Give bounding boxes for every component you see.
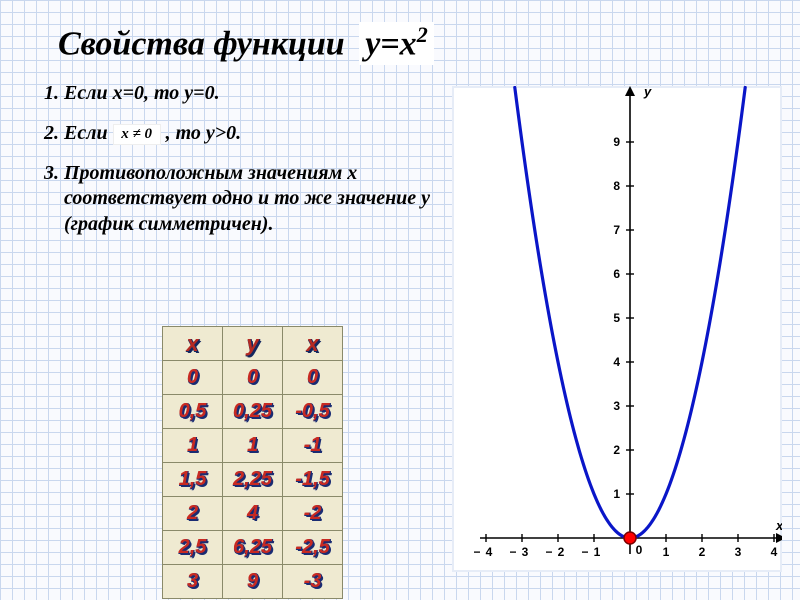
table-cell: 3 (163, 565, 223, 599)
table-cell: 1 (163, 429, 223, 463)
svg-text:1: 1 (613, 487, 620, 501)
table-cell: -0,5 (283, 395, 343, 429)
svg-text:х: х (775, 518, 782, 533)
table-cell: -2,5 (283, 531, 343, 565)
svg-text:7: 7 (613, 223, 620, 237)
svg-text:2: 2 (699, 545, 706, 559)
svg-text:3: 3 (613, 399, 620, 413)
svg-text:2: 2 (558, 545, 565, 559)
table-cell: 6,25 (223, 531, 283, 565)
svg-text:3: 3 (735, 545, 742, 559)
table-cell: 1,5 (163, 463, 223, 497)
table-row: 000 (163, 361, 343, 395)
table-cell: 2 (163, 497, 223, 531)
table-cell: 2,25 (223, 463, 283, 497)
table-cell: 4 (223, 497, 283, 531)
svg-text:−: − (473, 545, 480, 559)
table-cell: 0 (163, 361, 223, 395)
col-header-negx: х (283, 327, 343, 361)
table-cell: -3 (283, 565, 343, 599)
svg-text:4: 4 (613, 355, 620, 369)
svg-text:4: 4 (771, 545, 778, 559)
svg-text:−: − (581, 545, 588, 559)
page-title: Свойства функции у=х2 (58, 22, 780, 65)
table-cell: -2 (283, 497, 343, 531)
svg-text:5: 5 (613, 311, 620, 325)
table-cell: -1,5 (283, 463, 343, 497)
table-row: 39-3 (163, 565, 343, 599)
table-row: 24-2 (163, 497, 343, 531)
values-table: х у х 0000,50,25-0,511-11,52,25-1,524-22… (162, 326, 343, 599)
svg-text:9: 9 (613, 135, 620, 149)
table-row: 0,50,25-0,5 (163, 395, 343, 429)
svg-text:3: 3 (522, 545, 529, 559)
table-row: 2,56,25-2,5 (163, 531, 343, 565)
table-cell: 0 (283, 361, 343, 395)
svg-text:1: 1 (594, 545, 601, 559)
svg-text:4: 4 (486, 545, 493, 559)
parabola-chart: 123456789−4−3−2−112340ух (452, 86, 782, 572)
table-row: 1,52,25-1,5 (163, 463, 343, 497)
table-header-row: х у х (163, 327, 343, 361)
property-3: Противоположным значениям х соответствуе… (64, 161, 452, 238)
slide: Свойства функции у=х2 Если х=0, то у=0. … (0, 0, 800, 600)
svg-text:2: 2 (613, 443, 620, 457)
table-cell: 1 (223, 429, 283, 463)
properties-list: Если х=0, то у=0. Если x ≠ 0 , то у>0. П… (42, 81, 452, 237)
condition-box: x ≠ 0 (113, 124, 161, 145)
svg-text:0: 0 (636, 543, 643, 557)
svg-text:−: − (509, 545, 516, 559)
svg-text:−: − (545, 545, 552, 559)
svg-text:1: 1 (663, 545, 670, 559)
property-2: Если x ≠ 0 , то у>0. (64, 121, 452, 147)
col-header-y: у (223, 327, 283, 361)
table-cell: 0,5 (163, 395, 223, 429)
svg-text:у: у (643, 86, 652, 99)
table-body: 0000,50,25-0,511-11,52,25-1,524-22,56,25… (163, 361, 343, 599)
table-cell: -1 (283, 429, 343, 463)
property-1: Если х=0, то у=0. (64, 81, 452, 107)
table-row: 11-1 (163, 429, 343, 463)
svg-text:8: 8 (613, 179, 620, 193)
table-cell: 0,25 (223, 395, 283, 429)
table-cell: 9 (223, 565, 283, 599)
title-text: Свойства функции (58, 25, 345, 62)
svg-text:6: 6 (613, 267, 620, 281)
col-header-x: х (163, 327, 223, 361)
table-cell: 0 (223, 361, 283, 395)
table-cell: 2,5 (163, 531, 223, 565)
title-equation: у=х2 (359, 22, 434, 65)
chart-svg: 123456789−4−3−2−112340ух (452, 86, 782, 572)
